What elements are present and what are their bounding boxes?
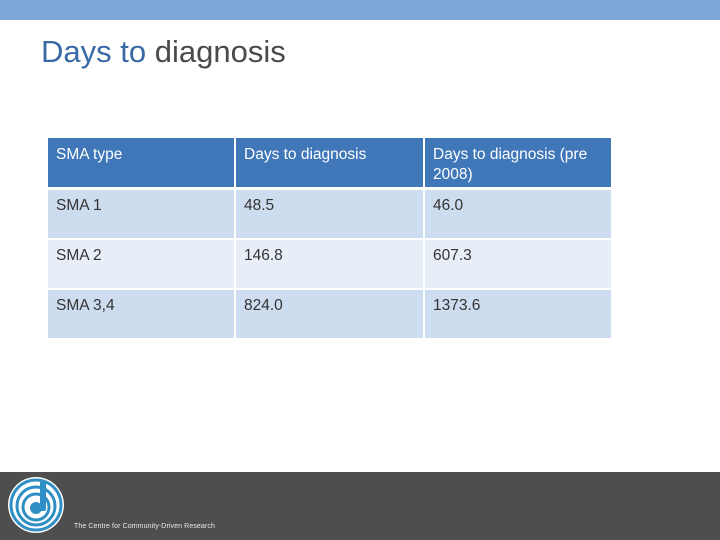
table-row: SMA 1 48.5 46.0 [48,188,611,240]
table-row: SMA 3,4 824.0 1373.6 [48,289,611,340]
cell-days-pre-2008: 607.3 [424,239,611,290]
cell-days-pre-2008: 46.0 [424,188,611,240]
top-accent-bar [0,0,720,20]
table-header-row: SMA type Days to diagnosis Days to diagn… [48,138,611,190]
cell-days-pre-2008: 1373.6 [424,289,611,340]
cell-days: 48.5 [235,188,425,240]
title-part-2: diagnosis [154,34,286,69]
header-days-to-diagnosis-pre-2008: Days to diagnosis (pre 2008) [424,138,611,190]
cell-days: 146.8 [235,239,425,290]
cell-sma-type: SMA 2 [48,239,236,290]
slide-title: Days to diagnosis [41,32,286,72]
diagnosis-table: SMA type Days to diagnosis Days to diagn… [48,138,611,340]
organization-name: The Centre for Community-Driven Research [74,523,215,530]
cell-days: 824.0 [235,289,425,340]
table-row: SMA 2 146.8 607.3 [48,239,611,290]
spiral-d-logo-icon [8,477,64,533]
header-days-to-diagnosis: Days to diagnosis [235,138,425,190]
footer-bar: The Centre for Community-Driven Research [0,472,720,540]
header-sma-type: SMA type [48,138,236,190]
cell-sma-type: SMA 1 [48,188,236,240]
title-part-1: Days to [41,34,147,69]
cell-sma-type: SMA 3,4 [48,289,236,340]
